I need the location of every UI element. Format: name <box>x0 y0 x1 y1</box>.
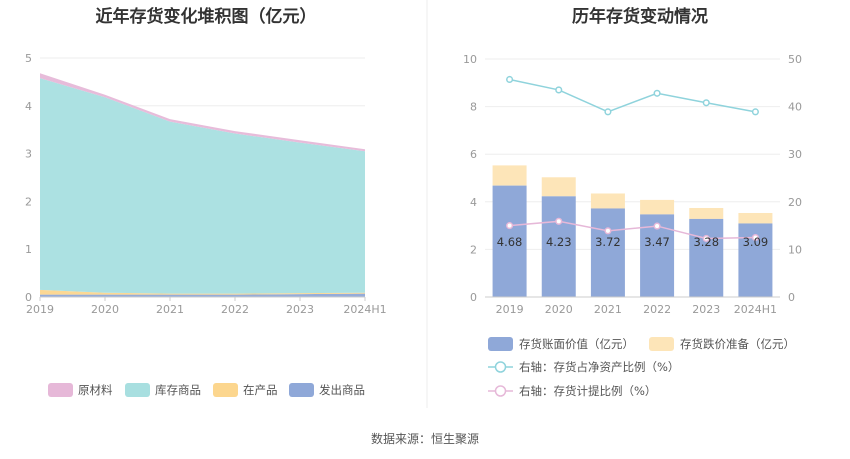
right-bar-book-value <box>689 218 724 297</box>
left-x-tick-label: 2022 <box>221 303 249 316</box>
right-line-point <box>555 86 563 94</box>
right-bar-value-label: 3.72 <box>595 235 621 249</box>
right-y2-tick-label: 50 <box>788 53 802 66</box>
left-x-tick-label: 2020 <box>91 303 119 316</box>
right-legend-label: 右轴：存货计提比例（%） <box>519 384 656 398</box>
left-chart-areas <box>40 73 365 297</box>
right-bar-impairment <box>689 207 724 219</box>
right-bar-book-value <box>492 185 527 297</box>
right-chart-axis: 0 2 4 6 8 10 0 10 20 30 40 50 2019 2020 2021 2022 2023 20… <box>463 53 802 316</box>
left-legend-label: 原材料 <box>78 383 113 397</box>
left-legend-swatch <box>125 383 150 397</box>
left-x-tick-label: 2023 <box>286 303 314 316</box>
right-y-tick-label: 4 <box>470 196 477 209</box>
left-x-tick-label: 2024H1 <box>343 303 386 316</box>
left-y-tick-label: 1 <box>25 243 32 256</box>
right-bar-impairment <box>492 165 527 186</box>
right-bar-impairment <box>640 199 675 215</box>
right-x-tick-label: 2020 <box>545 303 573 316</box>
right-legend-label: 右轴：存货占净资产比例（%） <box>519 360 679 374</box>
right-x-tick-label: 2021 <box>594 303 622 316</box>
right-bar-book-value <box>541 196 576 297</box>
left-legend-swatch <box>289 383 314 397</box>
right-line-point <box>555 217 563 225</box>
left-area-在产品 <box>40 289 365 295</box>
right-y2-tick-label: 40 <box>788 101 802 114</box>
left-chart-legend: 原材料 库存商品 在产品 发出商品 <box>48 383 365 397</box>
left-y-tick-label: 4 <box>25 100 32 113</box>
right-line-右轴：存货计提比例（%） <box>509 220 756 240</box>
right-line-point <box>604 227 612 235</box>
right-chart-bars <box>492 165 773 297</box>
right-line-point <box>702 99 710 107</box>
left-y-tick-label: 5 <box>25 52 32 65</box>
left-x-tick-label: 2019 <box>26 303 54 316</box>
left-y-tick-label: 2 <box>25 195 32 208</box>
right-bar-book-value <box>590 208 625 297</box>
right-y2-tick-label: 10 <box>788 243 802 256</box>
right-legend-swatch <box>649 337 674 351</box>
left-chart-title: 近年存货变化堆积图（亿元） <box>96 6 317 27</box>
right-y2-tick-label: 30 <box>788 148 802 161</box>
right-y-tick-label: 8 <box>470 101 477 114</box>
left-legend-swatch <box>213 383 238 397</box>
right-x-tick-label: 2024H1 <box>734 303 777 316</box>
left-legend-swatch <box>48 383 73 397</box>
right-chart-title: 历年存货变动情况 <box>572 6 708 27</box>
right-y-tick-label: 2 <box>470 243 477 256</box>
right-line-point <box>702 234 710 243</box>
right-line-point <box>604 108 612 116</box>
right-line-point <box>506 75 514 84</box>
right-bar-value-label: 3.28 <box>693 235 719 249</box>
right-y2-tick-label: 0 <box>788 291 795 304</box>
right-chart-legend: 存货账面价值（亿元） 存货跌价准备（亿元）右轴：存货占净资产比例（%） 右轴：存货计… <box>488 337 795 398</box>
right-x-tick-label: 2023 <box>692 303 720 316</box>
left-y-tick-label: 0 <box>25 291 32 304</box>
right-x-tick-label: 2019 <box>496 303 524 316</box>
right-y-tick-label: 10 <box>463 53 477 66</box>
right-bar-value-label: 3.47 <box>644 235 670 249</box>
right-line-point <box>506 222 514 230</box>
left-legend-label: 在产品 <box>243 383 278 397</box>
left-legend-label: 发出商品 <box>319 383 365 397</box>
right-bar-value-label: 3.09 <box>743 235 769 249</box>
right-y2-tick-label: 20 <box>788 196 802 209</box>
right-bar-value-label: 4.23 <box>546 235 572 249</box>
right-bar-impairment <box>590 193 625 209</box>
right-chart-lines: 4.68 4.23 3.72 3.47 3.28 3.09 <box>497 75 769 249</box>
right-line-point <box>653 89 661 97</box>
right-legend-label: 存货账面价值（亿元） <box>519 337 634 351</box>
right-bar-value-label: 4.68 <box>497 235 523 249</box>
right-legend-marker <box>494 385 507 397</box>
left-legend-label: 库存商品 <box>155 383 201 397</box>
right-y-tick-label: 6 <box>470 148 477 161</box>
right-legend-marker <box>494 361 507 373</box>
right-bar-impairment <box>738 212 773 224</box>
right-chart-grid <box>485 58 780 298</box>
right-line-point <box>751 233 759 242</box>
right-x-tick-label: 2022 <box>643 303 671 316</box>
right-y-tick-label: 0 <box>470 291 477 304</box>
left-area-库存商品 <box>40 78 365 294</box>
left-y-tick-label: 3 <box>25 148 32 161</box>
right-legend-label: 存货跌价准备（亿元） <box>680 337 795 351</box>
left-chart-axis: 0 1 2 3 4 5 2019 2020 2021 2022 2023 2024H1 <box>25 52 387 316</box>
left-x-tick-label: 2021 <box>156 303 184 316</box>
source-text: 数据来源：恒生聚源 <box>371 431 479 446</box>
right-line-point <box>653 222 661 230</box>
right-line-右轴：存货占净资产比例（%） <box>509 78 756 113</box>
left-area-发出商品 <box>40 293 365 297</box>
right-bar-impairment <box>541 177 576 197</box>
right-line-point <box>751 108 759 116</box>
right-legend-swatch <box>488 337 513 351</box>
